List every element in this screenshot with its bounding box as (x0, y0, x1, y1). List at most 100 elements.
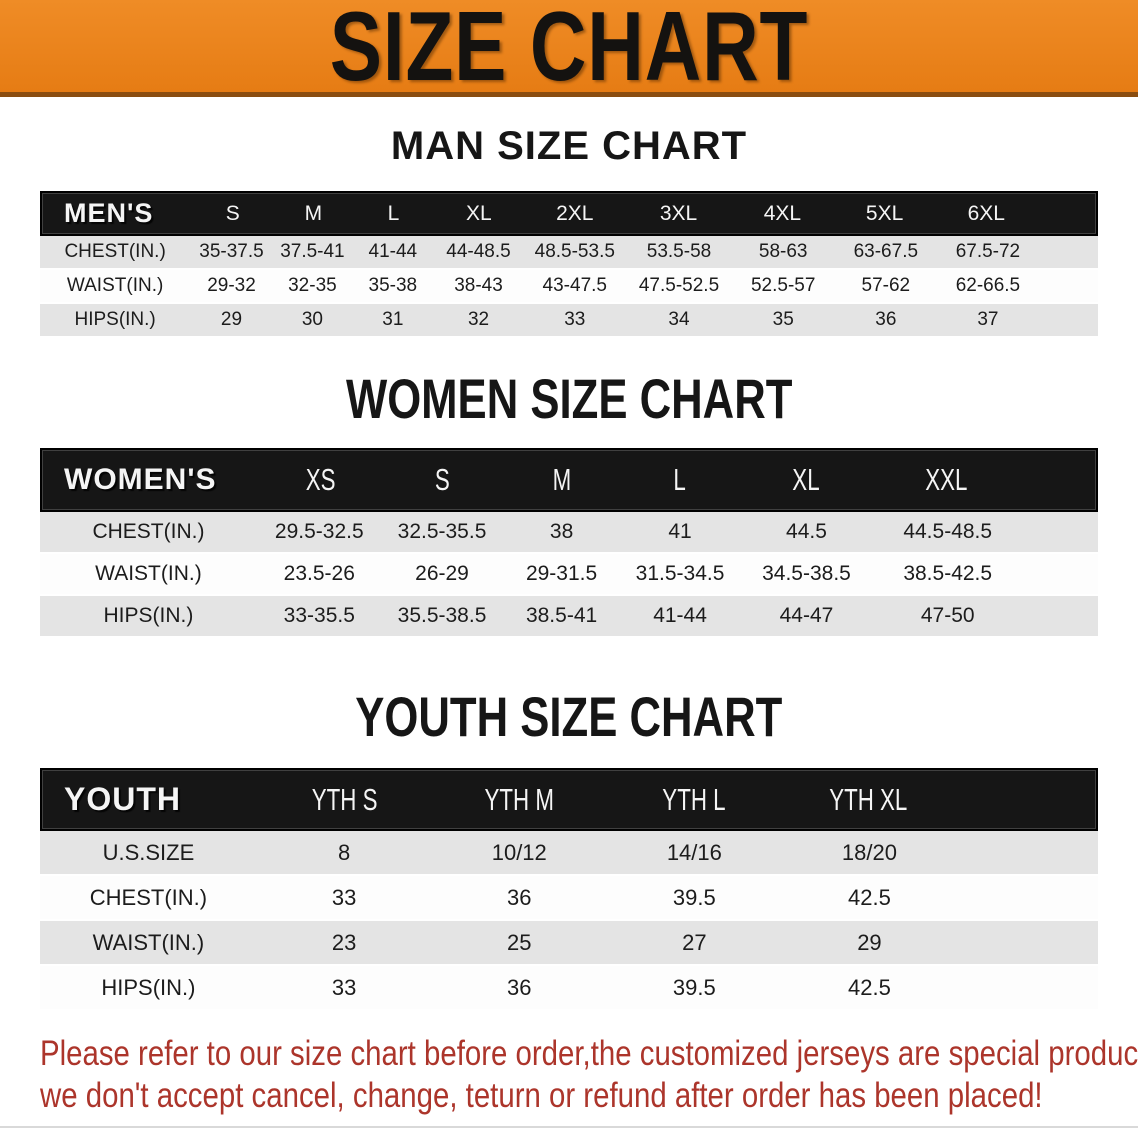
table-cell: 42.5 (848, 884, 891, 910)
table-cell: 43-47.5 (542, 275, 607, 296)
table-cell: 29 (857, 929, 882, 955)
table-cell: 25 (507, 929, 532, 955)
column-header: 6XL (967, 201, 1005, 225)
table-cell: 38.5-41 (525, 604, 598, 627)
column-header-text: YTH L (662, 781, 726, 817)
table-cell: 29 (220, 309, 243, 330)
table-cell: 44.5 (786, 520, 827, 543)
women-size-table: WOMEN'S XS S M L XL XXL CHEST(IN.) 29.5-32.5 32.5… (40, 448, 1098, 638)
table-cell: 63-67.5 (853, 241, 919, 262)
column-header-text: YTH S (312, 781, 378, 817)
column-header: XL (739, 462, 873, 498)
table-cell: 39.5 (672, 974, 716, 1000)
row-label: HIPS(IN.) (103, 604, 194, 627)
table-cell: 37.5-41 (280, 241, 345, 262)
table-cell: 29-31.5 (525, 562, 598, 585)
row-label: CHEST(IN.) (92, 520, 205, 543)
table-cell: 27 (682, 929, 707, 955)
disclaimer-line-1: Please refer to our size chart before or… (40, 1034, 1138, 1073)
table-cell: 38-43 (454, 275, 503, 296)
table-cell: 35-37.5 (199, 241, 264, 262)
table-cell: 38 (549, 520, 574, 543)
column-header: 2XL (556, 201, 594, 225)
table-cell: 32 (467, 309, 490, 330)
column-header: XS (258, 462, 382, 498)
table-cell: 41-44 (653, 604, 707, 627)
table-row: CHEST(IN.) 33 36 39.5 42.5 (40, 876, 1098, 921)
table-corner-label: YOUTH (64, 781, 181, 817)
table-cell: 44-48.5 (446, 241, 511, 262)
column-header: 3XL (659, 201, 698, 225)
column-header: S (382, 462, 502, 498)
column-header-text: L (673, 462, 686, 497)
column-header: 5XL (865, 201, 904, 225)
table-cell: 52.5-57 (750, 275, 816, 296)
column-header: YTH M (432, 782, 607, 818)
row-label: CHEST(IN.) (64, 241, 166, 262)
row-label: WAIST(IN.) (95, 562, 202, 585)
table-cell: 23 (331, 929, 357, 955)
table-cell: 36 (875, 309, 897, 330)
table-cell: 36 (507, 974, 532, 1000)
table-cell: 35-38 (368, 275, 418, 296)
men-size-table: MEN'S S M L XL 2XL 3XL 4XL 5XL 6XL CHEST(IN.) 35-37… (40, 191, 1098, 338)
column-header-text: S (435, 462, 450, 497)
table-cell: 35 (772, 309, 794, 330)
column-header: L (387, 201, 400, 225)
row-label: U.S.SIZE (102, 839, 195, 865)
table-cell: 47-50 (920, 604, 975, 627)
table-cell: 33 (331, 974, 357, 1000)
table-row: U.S.SIZE 8 10/12 14/16 18/20 (40, 831, 1098, 876)
table-row: CHEST(IN.) 29.5-32.5 32.5-35.5 38 41 44.5 44.5… (40, 512, 1098, 554)
table-cell: 10/12 (491, 839, 547, 865)
table-cell: 18/20 (841, 839, 897, 865)
table-cell: 58-63 (758, 241, 808, 262)
table-cell: 42.5 (848, 974, 891, 1000)
column-header: XL (466, 201, 492, 225)
table-corner-label: WOMEN'S (64, 463, 217, 496)
table-row: HIPS(IN.) 33-35.5 35.5-38.5 38.5-41 41-44 44-… (40, 596, 1098, 638)
banner-title: SIZE CHART (329, 0, 809, 101)
table-row: HIPS(IN.) 29 30 31 32 33 34 35 36 37 (40, 304, 1098, 338)
table-cell: 29.5-32.5 (274, 520, 364, 543)
table-cell: 41 (668, 520, 692, 543)
column-header-text: YTH XL (829, 781, 908, 817)
table-cell: 41-44 (368, 241, 418, 262)
column-header: 4XL (763, 201, 802, 225)
table-cell: 48.5-53.5 (534, 241, 615, 262)
table-corner-label: MEN'S (64, 198, 154, 228)
row-label: WAIST(IN.) (66, 275, 164, 296)
row-label: HIPS(IN.) (74, 309, 156, 330)
column-header-text: YTH M (484, 781, 555, 817)
table-cell: 8 (338, 839, 351, 865)
table-cell: 36 (507, 884, 532, 910)
table-cell: 32-35 (288, 275, 337, 296)
heading-women-text: WOMEN SIZE CHART (345, 367, 793, 430)
column-header: XXL (873, 462, 1021, 498)
table-row: WAIST(IN.) 23.5-26 26-29 29-31.5 31.5-34.5 34… (40, 554, 1098, 596)
table-cell: 14/16 (666, 839, 722, 865)
table-header-row: MEN'S S M L XL 2XL 3XL 4XL 5XL 6XL (40, 191, 1098, 236)
column-header-text: M (552, 462, 571, 497)
table-cell: 44-47 (779, 604, 834, 627)
column-header: M (503, 462, 621, 498)
table-cell: 34 (668, 309, 690, 330)
table-cell: 32.5-35.5 (397, 520, 487, 543)
table-cell: 39.5 (672, 884, 716, 910)
disclaimer-line-2: we don't accept cancel, change, teturn o… (40, 1076, 1043, 1115)
table-cell: 31.5-34.5 (635, 562, 725, 585)
heading-youth-size-chart: YOUTH SIZE CHART (0, 685, 1138, 748)
column-header-text: XL (791, 462, 820, 497)
column-header-text: XS (305, 462, 336, 497)
table-header-row: YOUTH YTH S YTH M YTH L YTH XL (40, 768, 1098, 831)
heading-youth-text: YOUTH SIZE CHART (355, 685, 783, 748)
column-header: M (304, 201, 323, 225)
youth-size-table: YOUTH YTH S YTH M YTH L YTH XL U.S.SIZE 8 10/12… (40, 768, 1098, 1011)
disclaimer: Please refer to our size chart before or… (40, 1033, 1138, 1117)
table-cell: 33-35.5 (283, 604, 355, 627)
table-cell: 31 (382, 309, 404, 330)
column-header: YTH XL (781, 782, 956, 818)
table-cell: 23.5-26 (283, 562, 355, 585)
table-cell: 26-29 (415, 562, 469, 585)
